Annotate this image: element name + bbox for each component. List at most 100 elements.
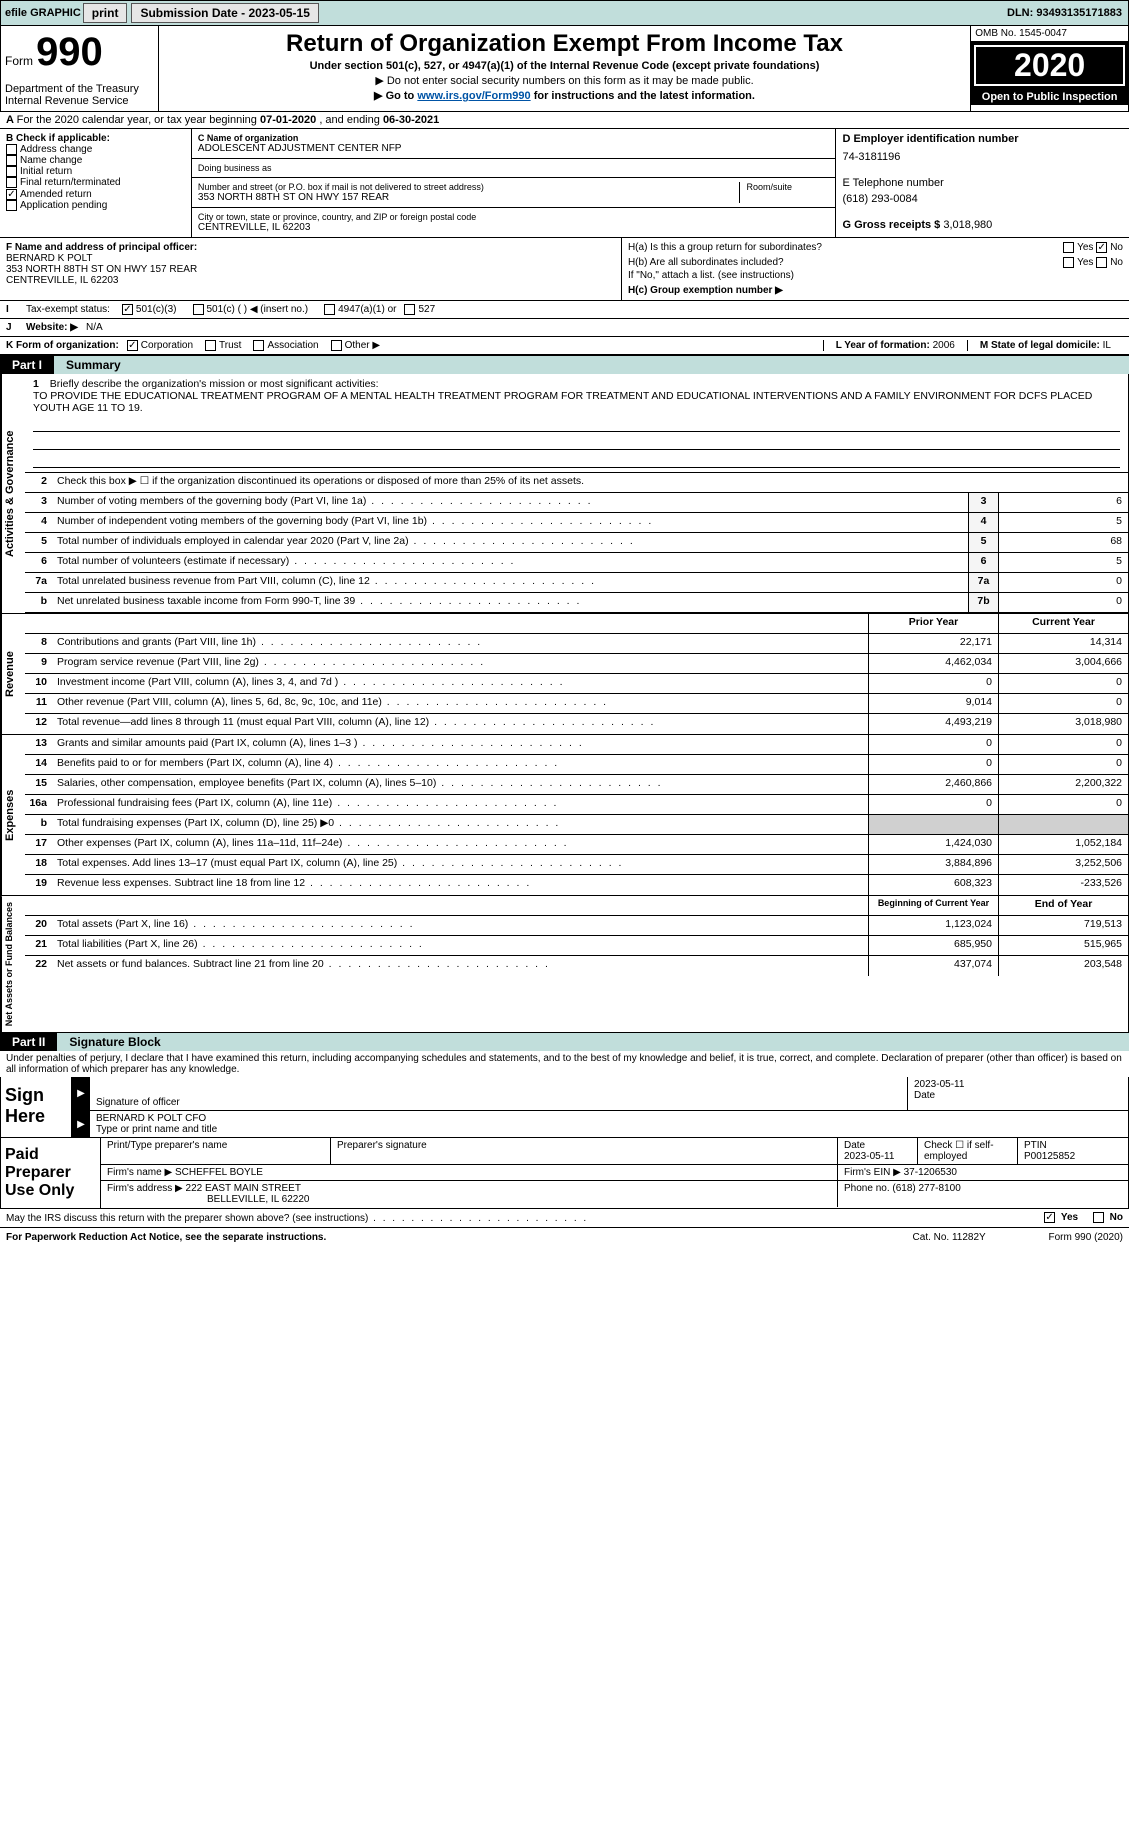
prep-self-employed[interactable]: Check ☐ if self-employed bbox=[918, 1138, 1018, 1164]
k-other: Other ▶ bbox=[345, 340, 380, 351]
gross-label: G Gross receipts $ bbox=[842, 219, 943, 231]
chk-initial-return[interactable]: Initial return bbox=[6, 166, 185, 177]
ein-label: D Employer identification number bbox=[842, 133, 1123, 145]
form-header: Form 990 Department of the Treasury Inte… bbox=[0, 26, 1129, 112]
chk-527[interactable] bbox=[404, 304, 415, 315]
summary-line: 21 Total liabilities (Part X, line 26)68… bbox=[25, 936, 1128, 956]
summary-line: 9 Program service revenue (Part VIII, li… bbox=[25, 654, 1128, 674]
k-trust: Trust bbox=[219, 340, 241, 351]
firm-addr1: 222 EAST MAIN STREET bbox=[186, 1183, 301, 1194]
top-bar: efile GRAPHIC print Submission Date - 20… bbox=[0, 0, 1129, 26]
block-fh: F Name and address of principal officer:… bbox=[0, 238, 1129, 301]
b-item-0: Address change bbox=[20, 144, 92, 155]
h-b-yes-check[interactable] bbox=[1063, 257, 1074, 268]
h-a: H(a) Is this a group return for subordin… bbox=[628, 242, 1123, 253]
summary-line: 19 Revenue less expenses. Subtract line … bbox=[25, 875, 1128, 895]
sig-officer-label: Signature of officer bbox=[96, 1097, 901, 1108]
sign-content: Signature of officer 2023-05-11 Date BER… bbox=[71, 1077, 1128, 1137]
prep-h1: Print/Type preparer's name bbox=[101, 1138, 331, 1164]
year-box: 2020 Open to Public Inspection bbox=[971, 42, 1128, 105]
sign-here-label: Sign Here bbox=[1, 1077, 71, 1137]
chk-501c3[interactable] bbox=[122, 304, 133, 315]
phone-label: E Telephone number bbox=[842, 177, 1123, 189]
submission-date-box: Submission Date - 2023-05-15 bbox=[131, 3, 318, 23]
chk-corporation[interactable] bbox=[127, 340, 138, 351]
part-ii-header: Part II Signature Block bbox=[0, 1033, 1129, 1051]
firm-addr2: BELLEVILLE, IL 62220 bbox=[207, 1194, 310, 1205]
h-block: H(a) Is this a group return for subordin… bbox=[621, 238, 1129, 300]
chk-final-return[interactable]: Final return/terminated bbox=[6, 177, 185, 188]
preparer-block: Paid Preparer Use Only Print/Type prepar… bbox=[0, 1138, 1129, 1209]
h-b: H(b) Are all subordinates included? Yes … bbox=[628, 257, 1123, 268]
department: Department of the Treasury Internal Reve… bbox=[5, 83, 154, 107]
org-name: ADOLESCENT ADJUSTMENT CENTER NFP bbox=[198, 143, 830, 154]
type-print-label: Type or print name and title bbox=[96, 1124, 1122, 1135]
submission-date-value: 2023-05-15 bbox=[249, 6, 310, 20]
col-b: B Check if applicable: Address change Na… bbox=[0, 129, 192, 237]
sign-date-label: Date bbox=[914, 1090, 1122, 1101]
part-i-header: Part I Summary bbox=[0, 356, 1129, 374]
chk-amended-return[interactable]: Amended return bbox=[6, 189, 185, 200]
open-to-public: Open to Public Inspection bbox=[971, 89, 1128, 105]
part-i-label: Part I bbox=[0, 356, 54, 374]
net-lines: Beginning of Current Year End of Year 20… bbox=[25, 896, 1128, 1032]
col-c: C Name of organization ADOLESCENT ADJUST… bbox=[192, 129, 836, 237]
firm-ein: 37-1206530 bbox=[904, 1167, 957, 1178]
sign-name-title: BERNARD K POLT CFO bbox=[96, 1113, 1122, 1124]
b-item-2: Initial return bbox=[20, 166, 72, 177]
h-b-no-check[interactable] bbox=[1096, 257, 1107, 268]
hdr-begin: Beginning of Current Year bbox=[868, 896, 998, 915]
i-opt2: 501(c) ( ) ◀ (insert no.) bbox=[207, 304, 309, 315]
chk-other[interactable] bbox=[331, 340, 342, 351]
mission-prompt: Briefly describe the organization's miss… bbox=[50, 378, 379, 390]
summary-line: 3 Number of voting members of the govern… bbox=[25, 493, 1128, 513]
prep-h2: Preparer's signature bbox=[331, 1138, 838, 1164]
discuss-yes-check[interactable] bbox=[1044, 1212, 1055, 1223]
firm-name: SCHEFFEL BOYLE bbox=[175, 1167, 263, 1178]
h-a-no-check[interactable] bbox=[1096, 242, 1107, 253]
summary-line: 11 Other revenue (Part VIII, column (A),… bbox=[25, 694, 1128, 714]
revenue-lines: Prior Year Current Year 8 Contributions … bbox=[25, 614, 1128, 734]
discuss-no-check[interactable] bbox=[1093, 1212, 1104, 1223]
h-a-label: H(a) Is this a group return for subordin… bbox=[628, 242, 822, 253]
city-cell: City or town, state or province, country… bbox=[192, 208, 836, 237]
preparer-content: Print/Type preparer's name Preparer's si… bbox=[101, 1138, 1128, 1208]
summary-line: 20 Total assets (Part X, line 16)1,123,0… bbox=[25, 916, 1128, 936]
chk-application-pending[interactable]: Application pending bbox=[6, 200, 185, 211]
chk-trust[interactable] bbox=[205, 340, 216, 351]
discuss-yes: Yes bbox=[1061, 1213, 1078, 1224]
chk-address-change[interactable]: Address change bbox=[6, 144, 185, 155]
i-label: Tax-exempt status: bbox=[26, 304, 110, 315]
website-value: N/A bbox=[86, 322, 103, 333]
officer-addr1: 353 NORTH 88TH ST ON HWY 157 REAR bbox=[6, 264, 615, 275]
firm-phone-label: Phone no. bbox=[844, 1183, 892, 1194]
dln-box: DLN: 93493135171883 bbox=[1007, 7, 1122, 19]
footer-right: Form 990 (2020) bbox=[1049, 1232, 1123, 1243]
h-b-yes: Yes bbox=[1077, 257, 1093, 268]
print-button[interactable]: print bbox=[83, 3, 128, 23]
h-a-yes-check[interactable] bbox=[1063, 242, 1074, 253]
chk-name-change[interactable]: Name change bbox=[6, 155, 185, 166]
chk-501c[interactable] bbox=[193, 304, 204, 315]
hdr-end: End of Year bbox=[998, 896, 1128, 915]
side-net-assets: Net Assets or Fund Balances bbox=[1, 896, 25, 1032]
summary-line: 15 Salaries, other compensation, employe… bbox=[25, 775, 1128, 795]
form-number: 990 bbox=[36, 30, 103, 74]
period-mid: , and ending bbox=[319, 114, 383, 126]
summary-line: 6 Total number of volunteers (estimate i… bbox=[25, 553, 1128, 573]
note2-post: for instructions and the latest informat… bbox=[534, 90, 755, 102]
org-name-label: C Name of organization bbox=[198, 133, 830, 143]
dba-label: Doing business as bbox=[198, 163, 830, 173]
org-name-cell: C Name of organization ADOLESCENT ADJUST… bbox=[192, 129, 836, 159]
part-ii-label: Part II bbox=[0, 1033, 57, 1051]
summary-line: 5 Total number of individuals employed i… bbox=[25, 533, 1128, 553]
discuss-no: No bbox=[1110, 1213, 1123, 1224]
city-label: City or town, state or province, country… bbox=[198, 212, 830, 222]
chk-association[interactable] bbox=[253, 340, 264, 351]
chk-4947[interactable] bbox=[324, 304, 335, 315]
irs-link[interactable]: www.irs.gov/Form990 bbox=[417, 90, 530, 102]
period-begin: 07-01-2020 bbox=[260, 114, 316, 126]
dln-value: 93493135171883 bbox=[1036, 7, 1122, 19]
h-b-no: No bbox=[1110, 257, 1123, 268]
summary-line: 16a Professional fundraising fees (Part … bbox=[25, 795, 1128, 815]
